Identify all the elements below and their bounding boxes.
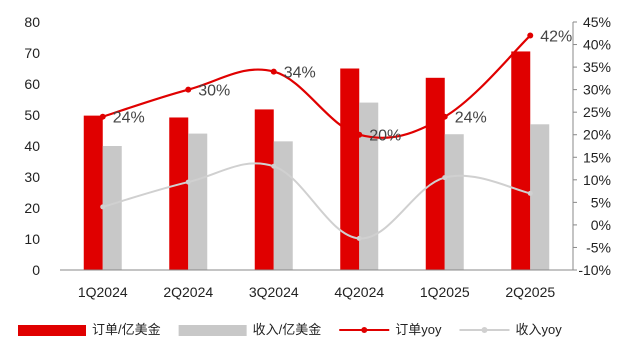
left-tick-label: 60 bbox=[24, 76, 40, 92]
order-yoy-data-label: 30% bbox=[198, 83, 230, 100]
category-label: 2Q2025 bbox=[505, 284, 555, 300]
right-tick-label: 40% bbox=[583, 37, 611, 53]
point-revenue-yoy-4 bbox=[442, 175, 448, 181]
left-tick-label: 40 bbox=[24, 138, 40, 154]
point-order-yoy-1 bbox=[185, 86, 192, 93]
point-order-yoy-4 bbox=[441, 113, 448, 120]
category-labels: 1Q2024 2Q2024 3Q2024 4Q2024 1Q2025 2Q2025 bbox=[78, 284, 556, 300]
category-label: 1Q2025 bbox=[420, 284, 470, 300]
point-revenue-yoy-1 bbox=[185, 179, 191, 185]
bar-revenue-4 bbox=[444, 134, 464, 270]
right-tick-label: -10% bbox=[578, 262, 611, 278]
category-label: 1Q2024 bbox=[78, 284, 128, 300]
right-tick-label: 0% bbox=[591, 217, 611, 233]
right-tick-label: 45% bbox=[583, 14, 611, 30]
bar-order-4 bbox=[425, 77, 445, 270]
right-tick-label: 20% bbox=[583, 127, 611, 143]
legend-label: 收入/亿美金 bbox=[253, 322, 322, 337]
right-tick-label: 5% bbox=[591, 194, 611, 210]
bar-order-0 bbox=[83, 115, 103, 271]
order-yoy-data-label: 42% bbox=[540, 29, 572, 46]
bar-revenue-3 bbox=[359, 102, 379, 270]
point-revenue-yoy-0 bbox=[100, 204, 106, 210]
bar-order-3 bbox=[340, 68, 360, 270]
bar-revenue-0 bbox=[102, 146, 122, 270]
left-tick-label: 10 bbox=[24, 231, 40, 247]
point-order-yoy-5 bbox=[527, 32, 534, 39]
line-layer bbox=[99, 32, 534, 241]
legend-marker bbox=[481, 327, 488, 333]
line-revenue-yoy bbox=[102, 162, 531, 240]
category-label: 2Q2024 bbox=[163, 284, 213, 300]
bar-order-1 bbox=[169, 117, 189, 270]
right-tick-label: 30% bbox=[583, 82, 611, 98]
right-axis-ticks: -10% -5% 0% 5% 10% 15% 20% 25% 30% 35% 40% 45% bbox=[573, 14, 611, 278]
axes-layer bbox=[60, 22, 574, 271]
legend-label: 订单/亿美金 bbox=[92, 322, 161, 337]
order-yoy-data-label: 20% bbox=[369, 128, 401, 145]
left-tick-label: 80 bbox=[24, 14, 40, 30]
data-labels: 24% 30% 34% 20% 24% 42% bbox=[113, 29, 573, 145]
point-order-yoy-0 bbox=[99, 113, 106, 120]
order-yoy-data-label: 24% bbox=[113, 110, 145, 127]
bar-layer bbox=[83, 51, 550, 271]
left-tick-label: 50 bbox=[24, 107, 40, 123]
legend-swatch-order bbox=[18, 325, 86, 336]
legend-label: 订单yoy bbox=[395, 322, 442, 337]
bar-revenue-1 bbox=[188, 133, 208, 270]
point-order-yoy-2 bbox=[270, 68, 277, 75]
legend-label: 收入yoy bbox=[515, 322, 562, 337]
line-order-yoy bbox=[102, 34, 532, 139]
right-tick-label: 35% bbox=[583, 59, 611, 75]
bar-revenue-2 bbox=[273, 141, 293, 270]
right-tick-label: -5% bbox=[586, 239, 611, 255]
right-tick-label: 25% bbox=[583, 104, 611, 120]
order-yoy-data-label: 34% bbox=[284, 65, 316, 82]
left-axis-ticks: 0 10 20 30 40 50 60 70 80 bbox=[24, 14, 40, 278]
left-tick-label: 20 bbox=[24, 200, 40, 216]
bar-revenue-5 bbox=[530, 124, 550, 270]
point-revenue-yoy-2 bbox=[271, 163, 277, 169]
bar-order-5 bbox=[511, 51, 531, 271]
left-tick-label: 30 bbox=[24, 169, 40, 185]
left-tick-label: 70 bbox=[24, 45, 40, 61]
legend-marker bbox=[361, 327, 368, 333]
left-tick-label: 0 bbox=[32, 262, 40, 278]
bar-order-2 bbox=[254, 109, 274, 270]
point-revenue-yoy-3 bbox=[356, 235, 362, 241]
order-yoy-data-label: 24% bbox=[455, 110, 487, 127]
right-tick-label: 10% bbox=[583, 172, 611, 188]
legend-swatch-revenue bbox=[178, 325, 247, 336]
category-label: 3Q2024 bbox=[249, 284, 299, 300]
point-order-yoy-3 bbox=[356, 131, 363, 138]
legend: 订单/亿美金 收入/亿美金 订单yoy 收入yoy bbox=[18, 322, 562, 337]
right-tick-label: 15% bbox=[583, 149, 611, 165]
category-label: 4Q2024 bbox=[334, 284, 384, 300]
point-revenue-yoy-5 bbox=[527, 190, 533, 196]
